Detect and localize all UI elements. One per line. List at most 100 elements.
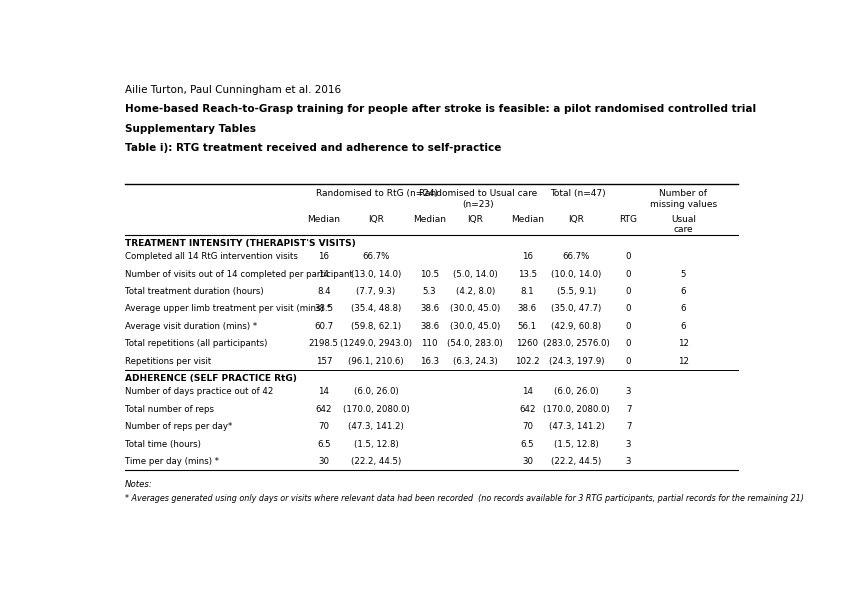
Text: 7: 7 xyxy=(626,405,632,414)
Text: 16: 16 xyxy=(318,252,329,261)
Text: 70: 70 xyxy=(522,422,533,431)
Text: Notes:: Notes: xyxy=(125,480,152,488)
Text: Median: Median xyxy=(413,215,446,224)
Text: 16.3: 16.3 xyxy=(420,356,440,365)
Text: Average visit duration (mins) *: Average visit duration (mins) * xyxy=(125,322,257,331)
Text: (47.3, 141.2): (47.3, 141.2) xyxy=(349,422,404,431)
Text: 14: 14 xyxy=(318,270,329,278)
Text: Median: Median xyxy=(511,215,544,224)
Text: 30: 30 xyxy=(522,457,533,466)
Text: 16: 16 xyxy=(522,252,533,261)
Text: 0: 0 xyxy=(626,270,632,278)
Text: Repetitions per visit: Repetitions per visit xyxy=(125,356,211,365)
Text: 6: 6 xyxy=(680,287,686,296)
Text: (1.5, 12.8): (1.5, 12.8) xyxy=(554,440,599,449)
Text: 3: 3 xyxy=(626,440,632,449)
Text: 10.5: 10.5 xyxy=(420,270,440,278)
Text: (6.0, 26.0): (6.0, 26.0) xyxy=(354,387,398,396)
Text: 38.6: 38.6 xyxy=(518,305,537,314)
Text: IQR: IQR xyxy=(568,215,584,224)
Text: Total (n=47): Total (n=47) xyxy=(550,189,606,198)
Text: (35.4, 48.8): (35.4, 48.8) xyxy=(351,305,401,314)
Text: Average upper limb treatment per visit (mins) *: Average upper limb treatment per visit (… xyxy=(125,305,331,314)
Text: Time per day (mins) *: Time per day (mins) * xyxy=(125,457,219,466)
Text: 5.3: 5.3 xyxy=(423,287,436,296)
Text: (47.3, 141.2): (47.3, 141.2) xyxy=(548,422,605,431)
Text: (22.2, 44.5): (22.2, 44.5) xyxy=(351,457,401,466)
Text: 13.5: 13.5 xyxy=(518,270,537,278)
Text: (13.0, 14.0): (13.0, 14.0) xyxy=(351,270,401,278)
Text: Randomised to RtG (n=24): Randomised to RtG (n=24) xyxy=(316,189,438,198)
Text: Number of
missing values: Number of missing values xyxy=(650,189,717,208)
Text: 1260: 1260 xyxy=(516,339,538,348)
Text: (10.0, 14.0): (10.0, 14.0) xyxy=(552,270,601,278)
Text: 30: 30 xyxy=(318,457,329,466)
Text: 0: 0 xyxy=(626,356,632,365)
Text: 0: 0 xyxy=(626,287,632,296)
Text: 110: 110 xyxy=(421,339,438,348)
Text: (96.1, 210.6): (96.1, 210.6) xyxy=(349,356,404,365)
Text: Supplementary Tables: Supplementary Tables xyxy=(125,124,256,134)
Text: * Averages generated using only days or visits where relevant data had been reco: * Averages generated using only days or … xyxy=(125,494,804,503)
Text: 66.7%: 66.7% xyxy=(362,252,390,261)
Text: Number of reps per day*: Number of reps per day* xyxy=(125,422,232,431)
Text: (42.9, 60.8): (42.9, 60.8) xyxy=(552,322,601,331)
Text: 102.2: 102.2 xyxy=(515,356,540,365)
Text: (5.5, 9.1): (5.5, 9.1) xyxy=(557,287,596,296)
Text: IQR: IQR xyxy=(368,215,384,224)
Text: Ailie Turton, Paul Cunningham et al. 2016: Ailie Turton, Paul Cunningham et al. 201… xyxy=(125,85,341,95)
Text: 5: 5 xyxy=(680,270,686,278)
Text: Total treatment duration (hours): Total treatment duration (hours) xyxy=(125,287,264,296)
Text: Number of days practice out of 42: Number of days practice out of 42 xyxy=(125,387,273,396)
Text: 60.7: 60.7 xyxy=(314,322,333,331)
Text: 56.1: 56.1 xyxy=(518,322,537,331)
Text: (170.0, 2080.0): (170.0, 2080.0) xyxy=(543,405,610,414)
Text: (1.5, 12.8): (1.5, 12.8) xyxy=(354,440,398,449)
Text: 642: 642 xyxy=(316,405,332,414)
Text: (1249.0, 2943.0): (1249.0, 2943.0) xyxy=(340,339,412,348)
Text: 38.6: 38.6 xyxy=(420,305,440,314)
Text: Total number of reps: Total number of reps xyxy=(125,405,214,414)
Text: IQR: IQR xyxy=(467,215,483,224)
Text: 7: 7 xyxy=(626,422,632,431)
Text: (54.0, 283.0): (54.0, 283.0) xyxy=(447,339,504,348)
Text: (6.0, 26.0): (6.0, 26.0) xyxy=(554,387,599,396)
Text: (283.0, 2576.0): (283.0, 2576.0) xyxy=(543,339,610,348)
Text: Median: Median xyxy=(307,215,340,224)
Text: Randomised to Usual care
(n=23): Randomised to Usual care (n=23) xyxy=(419,189,538,208)
Text: 6: 6 xyxy=(680,322,686,331)
Text: 38.6: 38.6 xyxy=(420,322,440,331)
Text: 8.4: 8.4 xyxy=(317,287,331,296)
Text: 2198.5: 2198.5 xyxy=(309,339,338,348)
Text: RTG: RTG xyxy=(620,215,637,224)
Text: 8.1: 8.1 xyxy=(520,287,535,296)
Text: 0: 0 xyxy=(626,305,632,314)
Text: 0: 0 xyxy=(626,322,632,331)
Text: 12: 12 xyxy=(678,356,689,365)
Text: (22.2, 44.5): (22.2, 44.5) xyxy=(552,457,601,466)
Text: ADHERENCE (SELF PRACTICE RtG): ADHERENCE (SELF PRACTICE RtG) xyxy=(125,374,296,383)
Text: Total time (hours): Total time (hours) xyxy=(125,440,200,449)
Text: Home-based Reach-to-Grasp training for people after stroke is feasible: a pilot : Home-based Reach-to-Grasp training for p… xyxy=(125,104,756,114)
Text: Total repetitions (all participants): Total repetitions (all participants) xyxy=(125,339,267,348)
Text: (4.2, 8.0): (4.2, 8.0) xyxy=(456,287,495,296)
Text: TREATMENT INTENSITY (THERAPIST'S VISITS): TREATMENT INTENSITY (THERAPIST'S VISITS) xyxy=(125,239,355,248)
Text: 3: 3 xyxy=(626,387,632,396)
Text: (5.0, 14.0): (5.0, 14.0) xyxy=(453,270,498,278)
Text: (59.8, 62.1): (59.8, 62.1) xyxy=(351,322,401,331)
Text: Number of visits out of 14 completed per participant: Number of visits out of 14 completed per… xyxy=(125,270,353,278)
Text: (35.0, 47.7): (35.0, 47.7) xyxy=(552,305,601,314)
Text: 14: 14 xyxy=(318,387,329,396)
Text: (6.3, 24.3): (6.3, 24.3) xyxy=(453,356,498,365)
Text: 6.5: 6.5 xyxy=(520,440,535,449)
Text: Completed all 14 RtG intervention visits: Completed all 14 RtG intervention visits xyxy=(125,252,298,261)
Text: (170.0, 2080.0): (170.0, 2080.0) xyxy=(343,405,409,414)
Text: 70: 70 xyxy=(318,422,329,431)
Text: (30.0, 45.0): (30.0, 45.0) xyxy=(450,305,500,314)
Text: (30.0, 45.0): (30.0, 45.0) xyxy=(450,322,500,331)
Text: 6.5: 6.5 xyxy=(317,440,331,449)
Text: 14: 14 xyxy=(522,387,533,396)
Text: 157: 157 xyxy=(316,356,332,365)
Text: 0: 0 xyxy=(626,339,632,348)
Text: (24.3, 197.9): (24.3, 197.9) xyxy=(549,356,605,365)
